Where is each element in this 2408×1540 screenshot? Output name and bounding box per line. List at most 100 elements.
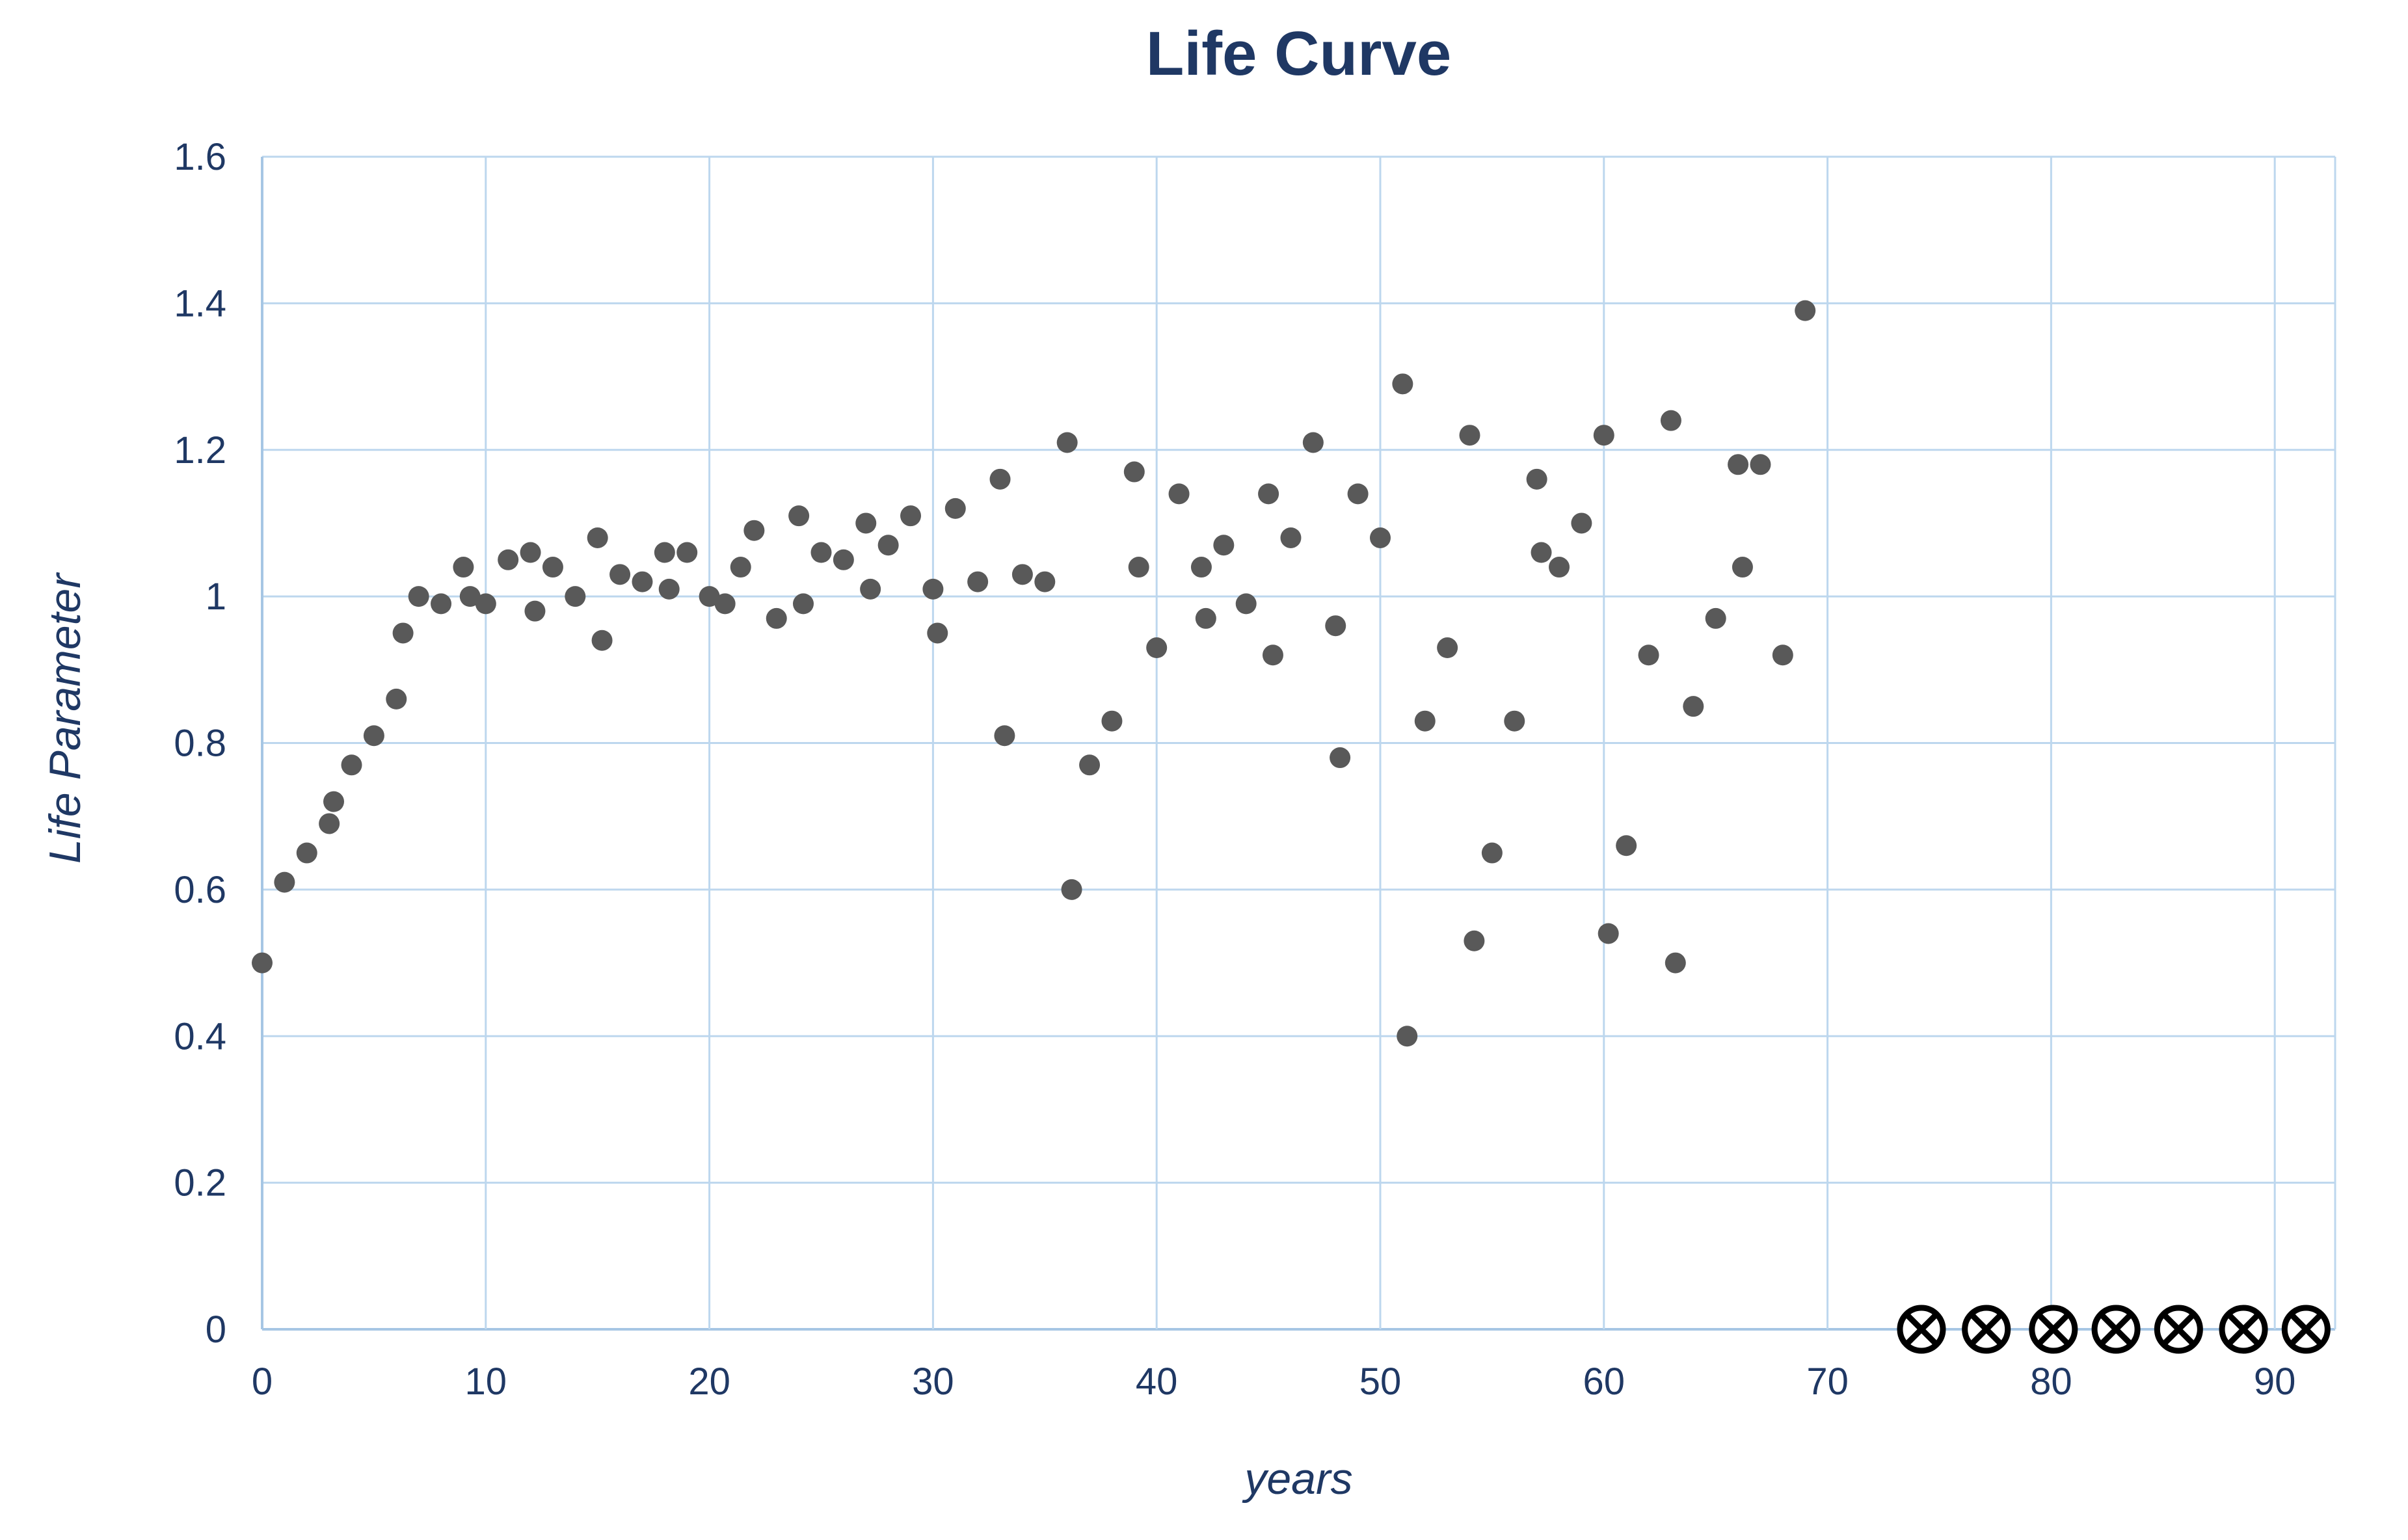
data-point xyxy=(922,578,944,600)
x-tick-label: 20 xyxy=(688,1361,730,1403)
x-axis-title: years xyxy=(1244,1454,1353,1504)
data-point xyxy=(1146,637,1168,659)
data-point xyxy=(1302,432,1324,453)
data-point xyxy=(1190,557,1212,578)
data-point xyxy=(1369,527,1391,548)
data-point xyxy=(730,557,751,578)
x-tick-label: 30 xyxy=(912,1361,954,1403)
data-point xyxy=(1616,835,1637,856)
circled-x-marker-icon xyxy=(1969,1312,2004,1347)
data-point xyxy=(1531,542,1552,563)
data-point xyxy=(658,578,680,600)
data-point xyxy=(632,571,653,592)
data-point xyxy=(542,557,563,578)
data-point xyxy=(1593,425,1614,446)
data-point xyxy=(1123,461,1145,483)
data-point xyxy=(587,527,608,548)
x-tick-label: 40 xyxy=(1136,1361,1178,1403)
x-tick-label: 90 xyxy=(2254,1361,2296,1403)
data-point xyxy=(392,622,414,644)
data-point xyxy=(900,505,922,527)
data-point xyxy=(1034,571,1056,592)
data-point xyxy=(1459,425,1480,446)
x-tick-label: 0 xyxy=(252,1361,273,1403)
y-tick-label: 0.2 xyxy=(174,1162,226,1204)
data-point xyxy=(386,688,407,710)
data-point xyxy=(591,630,613,651)
data-point xyxy=(1213,535,1235,556)
data-point xyxy=(792,593,814,615)
y-tick-label: 0 xyxy=(206,1308,226,1351)
data-point xyxy=(1101,710,1123,732)
x-tick-label: 60 xyxy=(1583,1361,1625,1403)
data-point xyxy=(1437,637,1458,659)
y-tick-label: 0.6 xyxy=(174,869,226,911)
data-point xyxy=(833,549,854,570)
data-point xyxy=(676,542,698,563)
data-point xyxy=(565,586,586,607)
data-point xyxy=(524,600,546,622)
data-point xyxy=(319,813,340,834)
data-point xyxy=(1056,432,1078,453)
data-point xyxy=(1705,607,1726,629)
data-point xyxy=(654,542,675,563)
data-point xyxy=(766,607,787,629)
data-point xyxy=(994,725,1015,747)
data-point xyxy=(855,512,877,534)
data-point xyxy=(1481,842,1503,864)
data-point xyxy=(1772,644,1793,666)
data-point xyxy=(788,505,810,527)
data-point xyxy=(1464,930,1485,951)
data-point xyxy=(520,542,541,563)
data-point xyxy=(1638,644,1659,666)
data-point xyxy=(459,586,481,607)
y-tick-label: 0.4 xyxy=(174,1015,226,1057)
x-tick-label: 70 xyxy=(1806,1361,1849,1403)
data-point xyxy=(363,725,384,747)
data-point xyxy=(431,593,452,615)
data-point xyxy=(296,842,317,864)
data-point xyxy=(699,586,720,607)
data-point xyxy=(1683,696,1704,717)
data-point xyxy=(252,952,273,974)
x-tick-label: 80 xyxy=(2030,1361,2072,1403)
circled-x-marker-icon xyxy=(2036,1312,2071,1347)
data-point xyxy=(927,622,948,644)
y-tick-label: 1.4 xyxy=(174,282,226,325)
data-point xyxy=(743,520,765,541)
data-point xyxy=(989,468,1011,490)
data-point xyxy=(341,754,362,776)
circled-x-marker-icon xyxy=(2161,1312,2196,1347)
data-point xyxy=(1392,373,1413,395)
data-point xyxy=(1598,923,1619,944)
data-point xyxy=(1728,454,1749,475)
data-point xyxy=(453,557,474,578)
data-point xyxy=(1397,1026,1418,1047)
data-point xyxy=(1325,615,1346,637)
data-point xyxy=(810,542,832,563)
data-point xyxy=(408,586,429,607)
data-point xyxy=(1660,410,1681,431)
x-tick-label: 50 xyxy=(1359,1361,1402,1403)
data-point xyxy=(1011,564,1033,585)
data-point xyxy=(1347,483,1369,505)
y-tick-label: 1.2 xyxy=(174,429,226,471)
data-point xyxy=(1195,607,1216,629)
data-point xyxy=(1504,710,1525,732)
data-point xyxy=(1061,879,1082,900)
y-tick-label: 0.8 xyxy=(174,723,226,765)
data-point xyxy=(1168,483,1190,505)
data-point xyxy=(1235,593,1257,615)
circled-x-marker-icon xyxy=(2226,1312,2261,1347)
data-point xyxy=(1414,710,1436,732)
data-point xyxy=(323,791,345,812)
x-tick-label: 10 xyxy=(465,1361,507,1403)
data-point xyxy=(1330,747,1351,769)
data-point xyxy=(1526,468,1547,490)
data-point xyxy=(1079,754,1101,776)
data-point xyxy=(1571,512,1592,534)
data-point xyxy=(1258,483,1279,505)
data-point xyxy=(1262,644,1283,666)
data-point xyxy=(1128,557,1149,578)
